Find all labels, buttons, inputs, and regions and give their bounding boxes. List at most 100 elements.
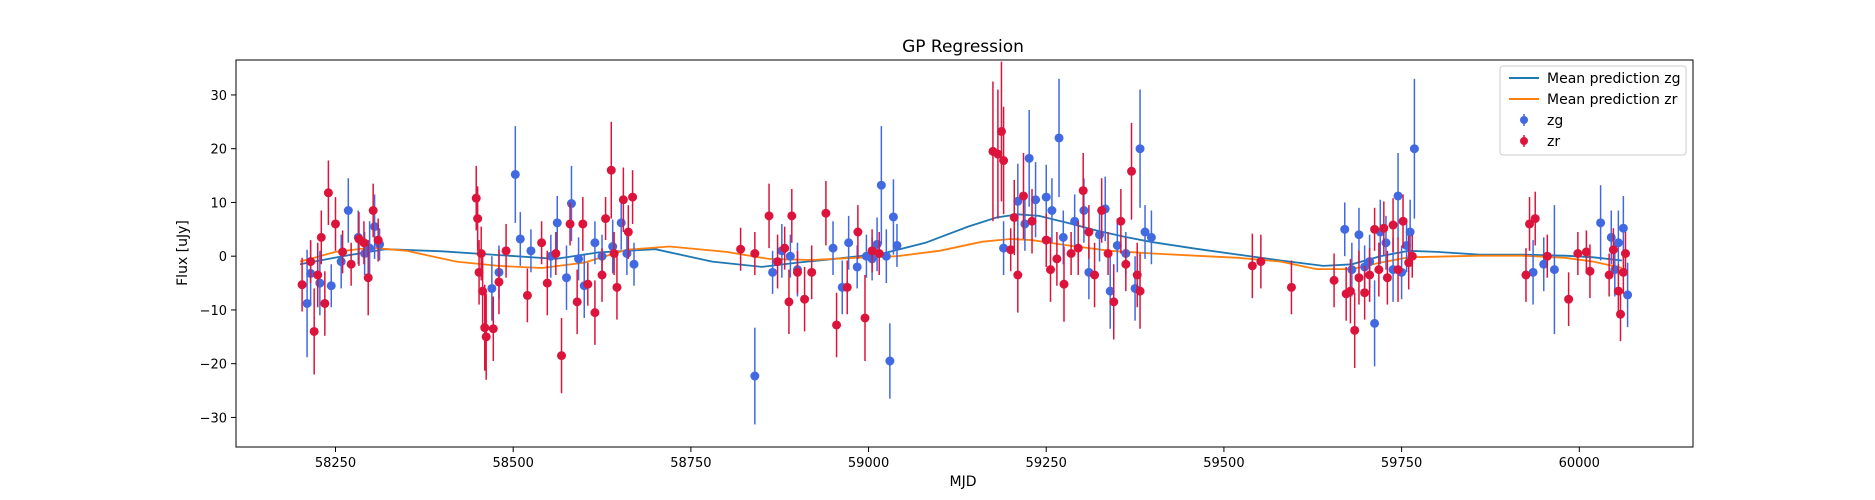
data-point-zr <box>1374 265 1384 275</box>
data-point-zr <box>572 297 582 307</box>
legend-label-zr: zr <box>1547 134 1560 150</box>
x-tick-label: 59000 <box>848 456 889 471</box>
data-point-zg <box>1041 192 1051 202</box>
data-point-zg <box>1613 238 1623 248</box>
legend-frame <box>1499 65 1687 156</box>
data-point-zr <box>373 235 383 245</box>
y-axis: −30 −20 −10 0 10 20 30 <box>200 89 236 426</box>
data-point-zr <box>1370 224 1380 234</box>
data-point-zr <box>1097 206 1107 215</box>
data-point-zg <box>881 251 891 261</box>
data-point-zg <box>828 243 838 253</box>
data-point-zg <box>1370 318 1380 328</box>
data-point-zg <box>1347 265 1357 275</box>
data-point-zr <box>1393 265 1403 275</box>
y-tick-label: 20 <box>210 143 227 158</box>
data-point-zr <box>323 188 333 198</box>
data-point-zr <box>1027 216 1037 226</box>
legend-swatch-zg-marker <box>1520 116 1528 124</box>
data-point-zr <box>750 249 760 258</box>
data-point-zr <box>780 243 790 253</box>
data-point-zr <box>537 238 547 248</box>
data-point-zg <box>1135 144 1145 154</box>
data-point-zr <box>1525 219 1535 229</box>
data-point-zr <box>331 219 341 229</box>
data-point-zr <box>551 249 561 258</box>
data-point-zr <box>1073 243 1083 253</box>
data-point-zr <box>618 195 628 205</box>
data-point-zr <box>471 193 481 203</box>
data-point-zr <box>1009 212 1019 222</box>
data-point-zg <box>1409 144 1419 154</box>
data-point-zr <box>1066 249 1076 258</box>
data-point-zr <box>590 308 600 318</box>
data-point-zr <box>1398 216 1408 226</box>
data-point-zr <box>368 206 378 215</box>
data-point-zg <box>608 242 618 252</box>
data-point-zg <box>343 206 353 215</box>
data-point-zg <box>1381 238 1391 248</box>
data-point-zr <box>1084 227 1094 237</box>
data-point-zr <box>346 259 356 269</box>
data-point-zg <box>888 212 898 222</box>
data-point-zg <box>1618 223 1628 233</box>
data-point-zr <box>993 149 1003 159</box>
data-point-zr <box>1135 286 1145 296</box>
x-tick-label: 59250 <box>1026 456 1067 471</box>
data-point-zr <box>601 214 611 224</box>
data-point-zr <box>338 247 348 257</box>
data-point-zr <box>1018 191 1028 201</box>
data-point-zr <box>1382 273 1392 283</box>
data-point-zg <box>1024 153 1034 163</box>
data-point-zr <box>1604 270 1614 280</box>
data-point-zr <box>476 249 486 258</box>
data-point-zg <box>1623 290 1633 300</box>
data-point-zg <box>566 199 576 209</box>
x-tick-label: 59750 <box>1381 456 1422 471</box>
x-tick-label: 58250 <box>315 456 356 471</box>
data-point-zr <box>764 211 774 221</box>
data-point-zr <box>306 257 316 267</box>
data-point-zg <box>616 218 626 228</box>
data-point-zg <box>1070 216 1080 226</box>
data-points <box>297 61 1633 425</box>
data-point-zr <box>522 290 532 300</box>
data-point-zr <box>867 246 877 256</box>
y-tick-label: −20 <box>200 358 227 373</box>
data-point-zr <box>842 282 852 292</box>
x-axis-label: MJD <box>950 474 977 490</box>
data-point-zr <box>1542 251 1552 261</box>
data-point-zr <box>1573 249 1583 258</box>
y-tick-label: 30 <box>210 89 227 104</box>
data-point-zr <box>1329 275 1339 285</box>
data-point-zg <box>1539 259 1549 269</box>
data-point-zg <box>768 267 778 277</box>
data-point-zr <box>1608 245 1618 255</box>
y-axis-label: Flux [uJy] <box>175 220 191 286</box>
data-point-zr <box>1109 297 1119 307</box>
plot-area <box>235 59 1694 448</box>
data-point-zr <box>1407 251 1417 261</box>
data-point-zr <box>1530 214 1540 224</box>
data-point-zr <box>612 282 622 292</box>
data-point-zr <box>363 273 373 283</box>
data-point-zg <box>892 240 902 250</box>
data-point-zg <box>785 251 795 261</box>
data-point-zg <box>326 281 336 291</box>
data-point-zr <box>1613 286 1623 296</box>
data-point-zr <box>1052 254 1062 264</box>
legend-swatch-zr-marker <box>1520 137 1528 145</box>
data-point-zr <box>1090 270 1100 280</box>
data-point-zr <box>1127 166 1137 176</box>
data-point-zr <box>597 270 607 280</box>
data-point-zg <box>1528 267 1538 277</box>
data-point-zr <box>1585 266 1595 276</box>
legend: Mean prediction zg Mean prediction zr zg… <box>1499 65 1687 156</box>
data-point-zg <box>1340 224 1350 234</box>
data-point-zg <box>510 169 520 179</box>
data-point-zr <box>1116 216 1126 226</box>
data-point-zr <box>320 298 330 308</box>
data-point-zr <box>313 270 323 280</box>
x-tick-label: 60000 <box>1559 456 1600 471</box>
data-point-zr <box>1345 286 1355 296</box>
